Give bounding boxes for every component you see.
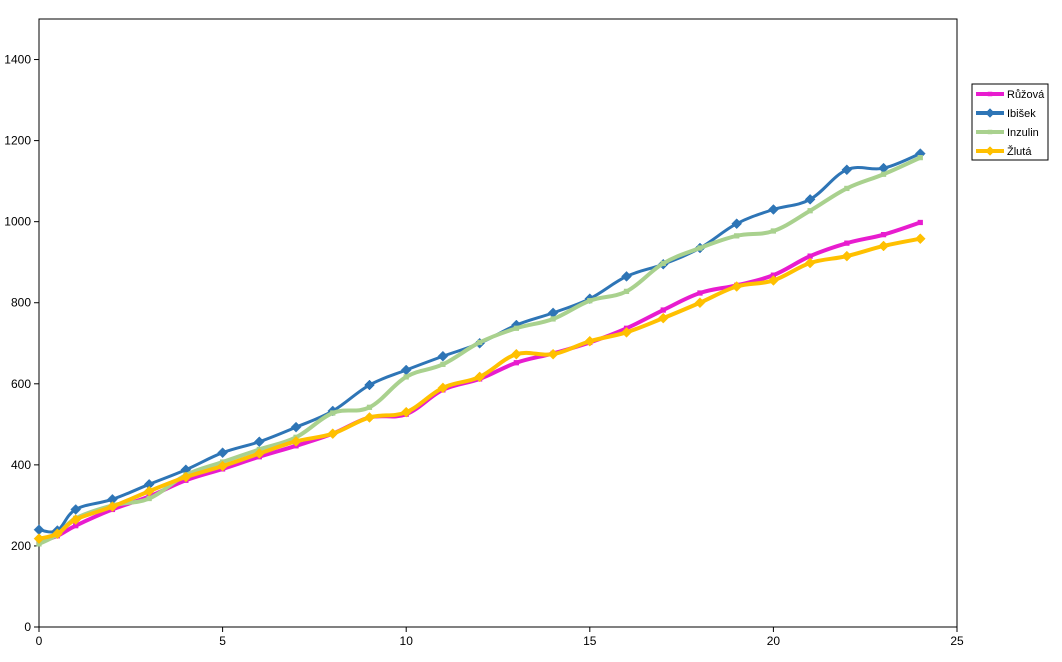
data-point <box>880 171 887 177</box>
data-point <box>768 204 779 215</box>
legend-label: Inzulin <box>1007 127 1039 139</box>
data-point <box>290 421 302 433</box>
y-tick-label: 600 <box>11 377 31 391</box>
data-point <box>366 404 373 410</box>
x-tick-label: 5 <box>219 634 226 648</box>
data-point <box>33 533 45 544</box>
data-point <box>180 471 192 483</box>
y-tick-label: 0 <box>24 620 31 634</box>
data-point <box>731 218 743 230</box>
data-point <box>437 382 449 394</box>
data-point <box>660 307 666 313</box>
data-point <box>440 361 446 367</box>
legend: Růžová Ibišek Inzulin Žlutá <box>971 83 1049 161</box>
data-point <box>217 447 228 459</box>
data-point <box>804 194 816 205</box>
data-point <box>330 410 336 416</box>
data-point <box>587 298 593 304</box>
data-point <box>914 233 926 245</box>
y-tick-label: 200 <box>11 539 31 553</box>
data-point <box>697 290 703 296</box>
data-point <box>770 228 777 234</box>
data-point <box>804 257 816 269</box>
data-point <box>253 436 265 448</box>
data-point <box>513 325 519 331</box>
legend-box <box>971 83 1049 161</box>
data-point <box>70 514 82 525</box>
data-point <box>987 91 993 97</box>
data-point <box>694 297 706 309</box>
data-point <box>621 326 632 338</box>
data-point <box>547 348 559 360</box>
data-point <box>807 253 813 259</box>
data-point <box>584 335 596 347</box>
data-point <box>697 245 703 251</box>
data-point <box>841 164 853 176</box>
series-Žlutá <box>33 233 926 544</box>
legend-label: Žlutá <box>1007 145 1032 158</box>
data-point <box>290 436 302 447</box>
data-point <box>327 428 339 440</box>
x-axis: 0 5 10 15 20 25 <box>36 627 964 648</box>
x-tick-label: 25 <box>950 634 964 648</box>
data-point <box>768 275 779 286</box>
y-axis: 0 200 400 600 800 1000 1200 1400 <box>4 53 39 634</box>
data-point <box>437 350 449 362</box>
series-line <box>37 155 923 546</box>
data-point <box>987 129 993 135</box>
legend-label: Ibišek <box>1007 108 1036 120</box>
legend-label: Růžová <box>1007 89 1045 101</box>
data-point <box>917 219 923 226</box>
data-point <box>146 495 152 502</box>
y-tick-label: 1000 <box>4 215 31 229</box>
data-point <box>52 528 63 540</box>
data-point <box>660 260 666 267</box>
x-tick-label: 10 <box>400 634 414 648</box>
data-point <box>623 288 630 295</box>
x-tick-label: 20 <box>767 634 781 648</box>
data-point <box>364 412 375 423</box>
x-tick-label: 15 <box>583 634 597 648</box>
data-point <box>621 271 632 282</box>
data-point <box>474 371 485 383</box>
data-point <box>880 232 887 238</box>
plot-area <box>38 18 958 628</box>
data-point <box>400 406 412 418</box>
data-point <box>985 108 995 118</box>
y-tick-label: 400 <box>11 458 31 472</box>
data-point <box>253 448 265 459</box>
data-point <box>917 154 923 161</box>
data-point <box>878 240 889 252</box>
data-point <box>985 146 995 156</box>
y-tick-label: 1400 <box>4 53 31 67</box>
data-point <box>217 460 228 472</box>
data-point <box>844 185 850 192</box>
data-point <box>73 523 79 529</box>
x-tick-label: 0 <box>36 634 43 648</box>
series-layer <box>33 148 926 547</box>
data-point <box>657 312 669 324</box>
data-point <box>511 348 522 360</box>
data-point <box>364 379 375 391</box>
data-point <box>143 485 155 497</box>
data-point <box>844 240 850 246</box>
data-point <box>477 339 483 346</box>
data-point <box>550 316 556 322</box>
data-point <box>731 281 743 292</box>
data-point <box>807 208 813 214</box>
data-point <box>841 250 853 262</box>
data-point <box>513 360 519 366</box>
y-tick-label: 800 <box>11 296 31 310</box>
data-point <box>403 374 409 380</box>
data-point <box>107 501 118 512</box>
y-tick-label: 1200 <box>4 134 31 148</box>
data-point <box>734 233 740 239</box>
